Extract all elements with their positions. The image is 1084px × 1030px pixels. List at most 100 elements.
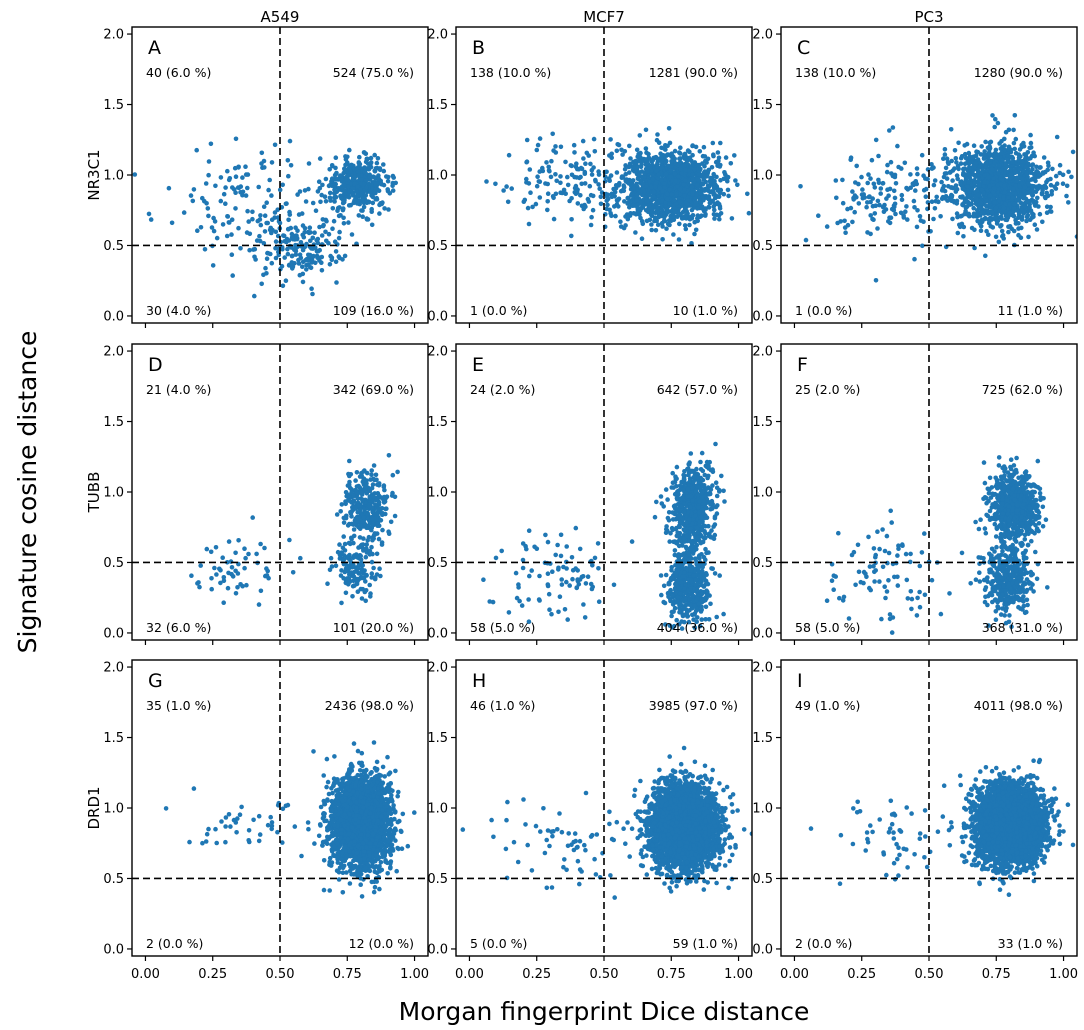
data-point — [1023, 156, 1028, 162]
data-point — [671, 198, 677, 203]
data-point — [678, 145, 683, 150]
data-point — [877, 202, 882, 208]
data-point — [364, 491, 370, 496]
y-tick-label: 1.5 — [427, 98, 448, 113]
data-point — [685, 211, 690, 216]
data-point — [362, 170, 368, 175]
data-point — [1007, 202, 1012, 207]
data-point — [1027, 205, 1032, 210]
data-point — [1025, 174, 1030, 180]
data-point — [1026, 234, 1031, 240]
data-point — [310, 200, 316, 206]
data-point — [845, 222, 851, 228]
data-point — [883, 207, 889, 212]
data-point — [655, 132, 660, 137]
data-point — [665, 515, 671, 521]
data-point — [360, 563, 366, 568]
data-point — [148, 217, 154, 222]
data-point — [674, 464, 680, 470]
data-point — [558, 174, 563, 179]
data-point — [853, 180, 858, 185]
data-point — [345, 523, 351, 528]
data-point — [372, 175, 378, 181]
data-point — [319, 268, 325, 273]
data-point — [887, 128, 892, 133]
data-point — [386, 531, 392, 536]
data-point — [653, 154, 659, 160]
data-point — [673, 161, 679, 166]
data-point — [297, 252, 303, 257]
y-tick-label: 0.5 — [103, 239, 124, 254]
data-point — [361, 204, 367, 210]
data-point — [671, 214, 676, 219]
data-point — [374, 510, 380, 515]
data-point — [370, 494, 376, 499]
y-tick-label: 2.0 — [427, 28, 448, 43]
data-point — [375, 482, 380, 487]
data-point — [690, 521, 695, 526]
data-point — [360, 214, 366, 219]
data-point — [363, 178, 369, 183]
data-point — [578, 174, 583, 180]
data-point — [664, 226, 669, 231]
data-point — [902, 160, 908, 166]
data-point — [310, 291, 315, 297]
data-point — [365, 538, 371, 543]
data-point — [931, 182, 937, 188]
data-point — [218, 175, 224, 180]
data-point — [984, 198, 990, 203]
data-point — [665, 210, 671, 215]
data-point — [701, 197, 706, 203]
data-point — [985, 209, 991, 214]
data-point — [1025, 212, 1031, 218]
data-point — [609, 191, 615, 197]
data-point — [681, 182, 687, 187]
data-point — [975, 157, 981, 162]
data-point — [672, 209, 678, 214]
data-point — [1015, 208, 1020, 213]
data-point — [876, 153, 881, 159]
data-point — [252, 293, 257, 299]
data-point — [633, 158, 638, 164]
data-point — [982, 151, 987, 157]
data-point — [682, 215, 688, 220]
data-point — [677, 483, 683, 489]
data-point — [354, 552, 359, 557]
data-point — [639, 162, 644, 167]
data-point — [920, 243, 925, 249]
data-point — [706, 195, 712, 201]
data-point — [572, 150, 577, 155]
data-point — [569, 172, 575, 178]
data-point — [728, 161, 734, 166]
data-point — [590, 193, 596, 199]
data-point — [1057, 170, 1063, 176]
data-point — [725, 174, 731, 180]
data-point — [713, 480, 719, 486]
data-point — [998, 146, 1004, 151]
data-point — [590, 207, 596, 213]
y-tick-label: 1.0 — [752, 169, 773, 184]
data-point — [663, 622, 668, 627]
data-point — [658, 494, 664, 499]
data-point — [984, 203, 989, 209]
panel-d-letter: D — [148, 354, 163, 376]
data-point — [509, 186, 514, 191]
data-point — [245, 208, 250, 214]
data-point — [323, 199, 329, 204]
data-point — [546, 164, 551, 170]
data-point — [669, 613, 674, 619]
data-point — [660, 188, 665, 194]
data-point — [884, 169, 890, 175]
data-point — [966, 194, 971, 200]
data-point — [225, 168, 230, 174]
data-point — [693, 144, 699, 150]
data-point — [351, 533, 357, 539]
data-point — [597, 186, 602, 191]
data-point — [1032, 153, 1037, 159]
data-point — [716, 201, 722, 207]
data-point — [339, 502, 345, 507]
data-point — [574, 175, 579, 180]
data-point — [551, 216, 557, 222]
data-point — [388, 519, 394, 525]
data-point — [658, 151, 663, 156]
